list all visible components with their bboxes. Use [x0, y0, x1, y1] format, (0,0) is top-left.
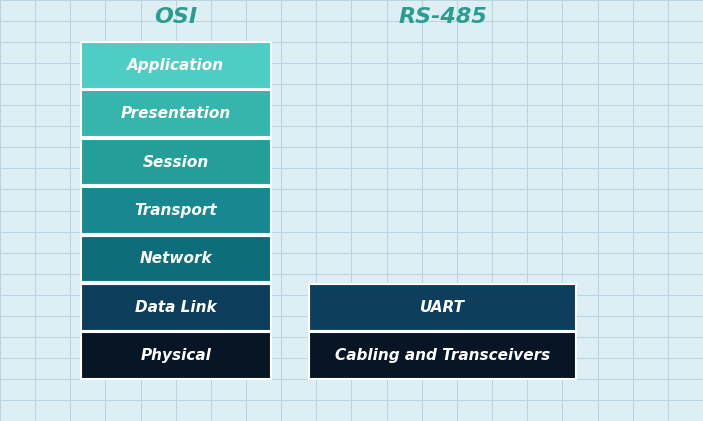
FancyBboxPatch shape	[309, 332, 576, 379]
Text: Cabling and Transceivers: Cabling and Transceivers	[335, 348, 550, 363]
Text: Network: Network	[139, 251, 212, 266]
FancyBboxPatch shape	[81, 139, 271, 186]
FancyBboxPatch shape	[81, 187, 271, 234]
Text: Session: Session	[143, 155, 209, 170]
FancyBboxPatch shape	[81, 42, 271, 89]
Text: OSI: OSI	[154, 7, 198, 27]
Text: Application: Application	[127, 58, 224, 73]
FancyBboxPatch shape	[81, 284, 271, 330]
Text: UART: UART	[420, 300, 465, 315]
Text: Transport: Transport	[134, 203, 217, 218]
Text: RS-485: RS-485	[399, 7, 487, 27]
Text: Presentation: Presentation	[121, 106, 231, 121]
FancyBboxPatch shape	[309, 284, 576, 330]
Text: Data Link: Data Link	[135, 300, 217, 315]
FancyBboxPatch shape	[81, 91, 271, 137]
FancyBboxPatch shape	[81, 235, 271, 282]
Text: Physical: Physical	[141, 348, 211, 363]
FancyBboxPatch shape	[81, 332, 271, 379]
